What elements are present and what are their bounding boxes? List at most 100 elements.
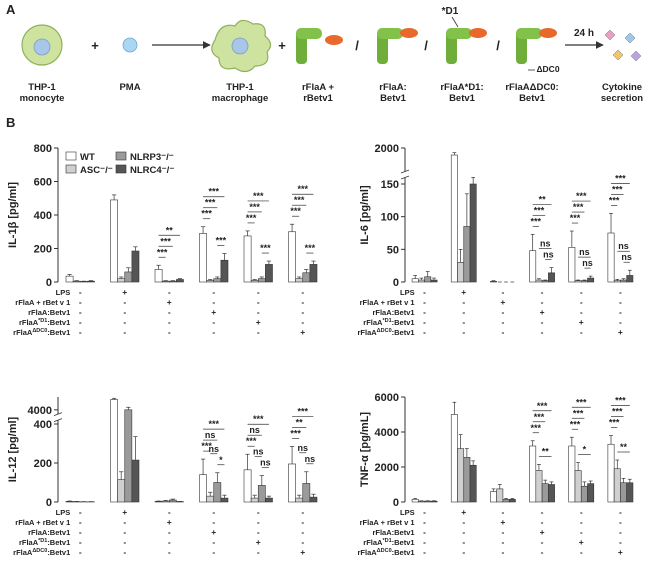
error-bar bbox=[569, 230, 574, 248]
significance-label: *** bbox=[609, 195, 620, 205]
treatment-sign: - bbox=[212, 537, 215, 547]
treatment-sign: - bbox=[619, 517, 622, 527]
significance-label: ns bbox=[582, 258, 593, 268]
bar bbox=[243, 235, 252, 283]
error-bar bbox=[413, 498, 418, 500]
bar bbox=[110, 199, 118, 283]
treatment-sign: - bbox=[168, 507, 171, 517]
significance-label: *** bbox=[294, 195, 305, 205]
bar bbox=[490, 491, 497, 503]
error-bar bbox=[266, 260, 272, 265]
bar bbox=[430, 279, 438, 283]
treatment-sign: - bbox=[619, 297, 622, 307]
significance-label: ** bbox=[539, 194, 547, 204]
row-label: LPS bbox=[56, 288, 71, 297]
error-bar bbox=[491, 280, 496, 282]
bar bbox=[168, 499, 177, 503]
treatment-sign: - bbox=[79, 507, 82, 517]
bar bbox=[117, 278, 126, 283]
step-label: secretion bbox=[601, 93, 643, 104]
significance-label: *** bbox=[531, 423, 542, 433]
row-label: rFlaA:Betv1 bbox=[28, 528, 70, 537]
treatment-sign: - bbox=[257, 307, 260, 317]
treatment-sign: - bbox=[423, 517, 426, 527]
treatment-sign: - bbox=[580, 547, 583, 557]
operator: / bbox=[496, 38, 500, 53]
bar bbox=[613, 468, 621, 503]
significance-label: ** bbox=[296, 417, 304, 427]
row-label-text: rFlaA:Betv1 bbox=[372, 308, 414, 317]
treatment-sign: + bbox=[540, 527, 545, 537]
panel-label: B bbox=[6, 115, 15, 130]
bar bbox=[574, 470, 582, 503]
significance-label: *** bbox=[160, 236, 171, 246]
bar bbox=[587, 277, 595, 283]
y-tick-label: 4000 bbox=[375, 427, 399, 439]
legend-label: NLRC4⁻/⁻ bbox=[130, 165, 174, 176]
error-bar bbox=[208, 491, 213, 497]
treatment-sign: - bbox=[301, 297, 304, 307]
error-bar bbox=[627, 478, 632, 483]
bar bbox=[213, 278, 222, 283]
axis-break bbox=[54, 414, 62, 421]
row-label: rFlaA + rBet v 1 bbox=[15, 518, 70, 527]
y-axis-label: IL-6 [pg/ml] bbox=[359, 185, 371, 245]
error-bar bbox=[576, 279, 580, 281]
error-bar bbox=[543, 479, 548, 484]
treatment-sign: + bbox=[461, 287, 466, 297]
treatment-sign: - bbox=[619, 507, 622, 517]
step-label: rFlaA: bbox=[379, 82, 406, 93]
row-label: rFlaA*D1:Betv1 bbox=[19, 538, 70, 547]
y-tick-label: 600 bbox=[34, 177, 52, 189]
bar bbox=[469, 464, 477, 503]
row-label: rFlaA:Betv1 bbox=[372, 528, 414, 537]
row-label-text: rFlaA:Betv1 bbox=[28, 308, 70, 317]
bar bbox=[206, 280, 215, 283]
error-bar bbox=[576, 462, 580, 471]
mutation-label: *D1 bbox=[442, 6, 459, 17]
error-bar bbox=[491, 488, 496, 492]
error-bar bbox=[530, 233, 535, 251]
error-bar bbox=[156, 264, 161, 270]
row-label: rFlaA:Betv1 bbox=[372, 308, 414, 317]
row-label: rFlaAΔDC0:Betv1 bbox=[358, 328, 415, 337]
row-label-text: :Betv1 bbox=[47, 328, 70, 337]
legend-swatch bbox=[115, 151, 127, 161]
operator: + bbox=[278, 38, 286, 53]
treatment-sign: - bbox=[79, 317, 82, 327]
error-bar bbox=[74, 280, 79, 282]
treatment-sign: + bbox=[579, 537, 584, 547]
treatment-sign: - bbox=[501, 327, 504, 337]
treatment-sign: - bbox=[423, 327, 426, 337]
row-label-text: :Betv1 bbox=[47, 538, 70, 547]
pointer bbox=[451, 16, 459, 28]
treatment-sign: - bbox=[619, 317, 622, 327]
treatment-sign: - bbox=[580, 327, 583, 337]
bar bbox=[288, 463, 296, 503]
row-label-text: rFlaA bbox=[13, 328, 33, 337]
error-bar bbox=[215, 276, 220, 279]
error-bar bbox=[88, 280, 94, 282]
row-label-sup: *D1 bbox=[382, 538, 391, 544]
bar bbox=[250, 280, 259, 283]
bar bbox=[199, 474, 207, 503]
treatment-sign: - bbox=[462, 317, 465, 327]
significance-label: *** bbox=[305, 243, 316, 253]
error-bar bbox=[266, 495, 272, 499]
significance-label: *** bbox=[612, 407, 623, 417]
row-label-text: rFlaA bbox=[363, 538, 383, 547]
significance-label: ns bbox=[305, 454, 316, 464]
step-label: rFlaA + bbox=[302, 82, 335, 93]
step-label: Betv1 bbox=[519, 93, 546, 104]
operator: / bbox=[355, 38, 359, 53]
bar bbox=[620, 279, 627, 283]
step-label: rBetv1 bbox=[303, 93, 333, 104]
treatment-sign: - bbox=[423, 297, 426, 307]
treatment-sign: - bbox=[501, 547, 504, 557]
error-bar bbox=[530, 440, 535, 446]
axis-break bbox=[401, 171, 409, 178]
treatment-sign: + bbox=[579, 317, 584, 327]
error-bar bbox=[609, 213, 613, 234]
treatment-sign: - bbox=[580, 297, 583, 307]
